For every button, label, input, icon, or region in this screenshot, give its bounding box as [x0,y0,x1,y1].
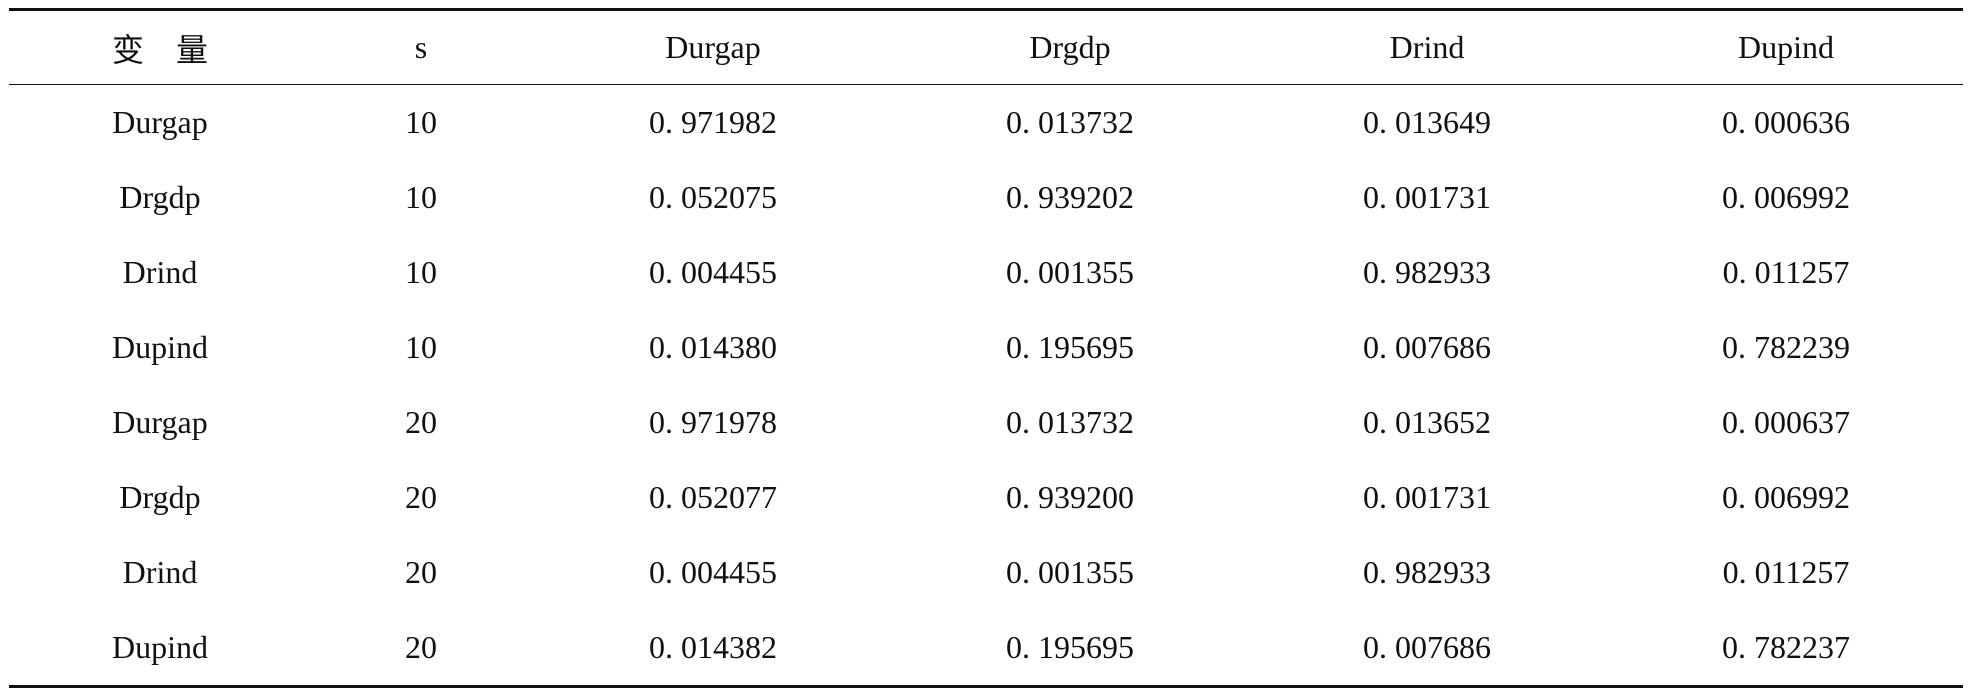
header-cell: 变 量 [111,31,208,68]
table-cell: 20 [405,479,437,515]
table-header: 变 量 s Durgap Drgdp Drind Dupind [9,10,1963,85]
table-cell: 0. 006992 [1722,179,1850,215]
table-row: Dupind 20 0. 014382 0. 195695 0. 007686 0. 78… [9,610,1963,687]
table-cell: 0. 000636 [1722,104,1850,140]
table-cell: 0. 013652 [1363,404,1491,440]
table-cell: 0. 013732 [1006,404,1134,440]
table-cell: 0. 014382 [649,629,777,665]
table-cell: 0. 007686 [1363,329,1491,365]
table-row: Drgdp 10 0. 052075 0. 939202 0. 001731 0. 006… [9,160,1963,235]
table-cell: 0. 195695 [1006,629,1134,665]
header-cell: s [414,29,428,65]
table-row: Drind 20 0. 004455 0. 001355 0. 982933 0. 011… [9,535,1963,610]
table-cell: Durgap [112,104,208,140]
table-row: Drgdp 20 0. 052077 0. 939200 0. 001731 0. 006… [9,460,1963,535]
table-cell: 0. 004455 [649,254,777,290]
table-cell: 0. 013732 [1006,104,1134,140]
table-cell: 0. 004455 [649,554,777,590]
table-cell: 20 [405,554,437,590]
header-cell: Drgdp [1029,29,1111,65]
table-cell: 0. 982933 [1363,254,1491,290]
table-cell: Drind [122,554,198,590]
table-cell: 0. 782237 [1722,629,1850,665]
table-cell: 0. 971982 [649,104,777,140]
table-cell: 20 [405,629,437,665]
table-cell: 0. 000637 [1722,404,1850,440]
table-cell: Drgdp [119,179,201,215]
table-cell: Drind [122,254,198,290]
table-body: Durgap 10 0. 971982 0. 013732 0. 013649 0. 00… [9,85,1963,687]
table-cell: 0. 011257 [1722,554,1850,590]
table-cell: Drgdp [119,479,201,515]
table-cell: 0. 001355 [1006,554,1134,590]
table-cell: 0. 782239 [1722,329,1850,365]
table-cell: Dupind [112,629,208,665]
header-cell: Durgap [665,29,761,65]
table-row: Durgap 10 0. 971982 0. 013732 0. 013649 0. 00… [9,85,1963,161]
table-cell: 0. 001731 [1363,179,1491,215]
table-cell: 10 [405,179,437,215]
table-cell: 0. 014380 [649,329,777,365]
table-cell: 20 [405,404,437,440]
data-table: 变 量 s Durgap Drgdp Drind Dupind Durgap 10 0. 97… [9,8,1963,688]
table-cell: 0. 939200 [1006,479,1134,515]
table-cell: 0. 052075 [649,179,777,215]
table-cell: Dupind [112,329,208,365]
table-cell: 0. 001355 [1006,254,1134,290]
table-cell: 0. 195695 [1006,329,1134,365]
table-cell: 10 [405,104,437,140]
table-row: Drind 10 0. 004455 0. 001355 0. 982933 0. 011… [9,235,1963,310]
table-cell: 0. 007686 [1363,629,1491,665]
table-cell: 10 [405,254,437,290]
header-cell: Drind [1389,29,1465,65]
header-row: 变 量 s Durgap Drgdp Drind Dupind [9,10,1963,85]
table-cell: 0. 971978 [649,404,777,440]
table-cell: 0. 013649 [1363,104,1491,140]
table-cell: 0. 982933 [1363,554,1491,590]
table-cell: 10 [405,329,437,365]
table-cell: Durgap [112,404,208,440]
table-cell: 0. 001731 [1363,479,1491,515]
table-row: Dupind 10 0. 014380 0. 195695 0. 007686 0. 78… [9,310,1963,385]
table-cell: 0. 006992 [1722,479,1850,515]
table-cell: 0. 939202 [1006,179,1134,215]
table-cell: 0. 011257 [1722,254,1850,290]
table-cell: 0. 052077 [649,479,777,515]
header-cell: Dupind [1738,29,1834,65]
table-row: Durgap 20 0. 971978 0. 013732 0. 013652 0. 00… [9,385,1963,460]
